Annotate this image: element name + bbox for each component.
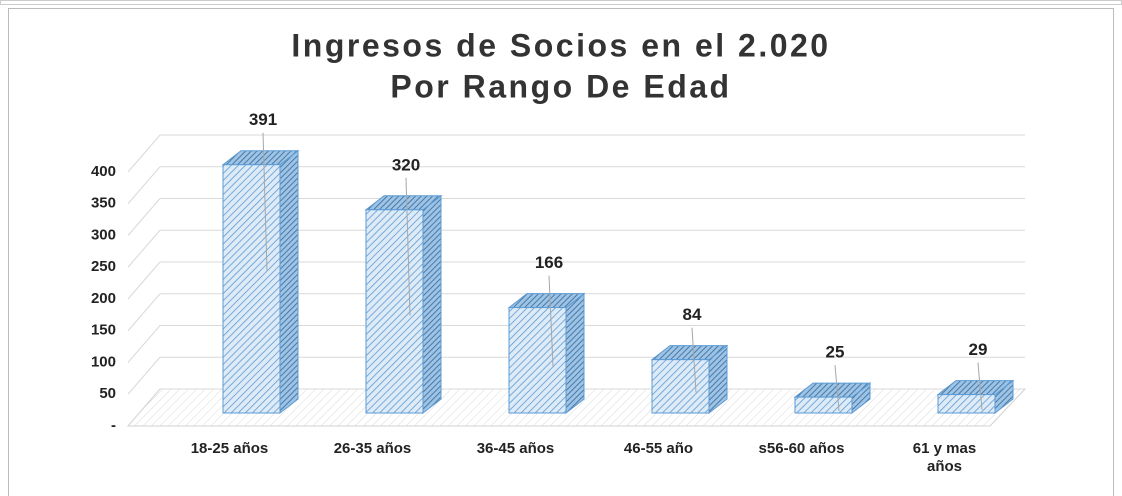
bar — [937, 394, 996, 414]
x-label-box: 36-45 años — [476, 440, 555, 457]
x-tick-label: 18-25 años — [190, 440, 269, 457]
chart-title: Ingresos de Socios en el 2.020 — [291, 27, 830, 63]
x-label-box: 46-55 año — [623, 440, 694, 457]
x-tick-label: 61 y mas años — [912, 440, 977, 475]
side-grid-line — [127, 166, 161, 205]
leader-line — [405, 177, 411, 316]
y-tick-label: 250 — [91, 258, 116, 275]
y-tick-label: 200 — [91, 290, 116, 307]
data-label: 320 — [392, 155, 420, 174]
x-tick-label: 36-45 años — [476, 440, 555, 457]
x-label-box: 18-25 años — [190, 440, 269, 457]
side-grid-line — [127, 229, 161, 268]
y-tick-label: - — [111, 417, 116, 434]
chart-subtitle: Por Rango De Edad — [390, 68, 731, 104]
y-tick-label: 150 — [91, 322, 116, 339]
side-grid-line — [127, 261, 161, 300]
bar — [508, 307, 567, 414]
bar-side — [565, 292, 585, 415]
leader-line — [834, 365, 840, 412]
x-tick-label: s56-60 años — [758, 440, 845, 457]
side-grid-line — [127, 325, 161, 363]
bar-side — [422, 194, 442, 415]
data-label: 25 — [826, 343, 845, 362]
leader-line — [691, 327, 697, 393]
x-label-box: 61 y mas años — [912, 440, 977, 475]
y-tick-label: 350 — [91, 195, 116, 212]
leader-line — [548, 275, 554, 367]
leader-line — [977, 362, 983, 410]
y-tick-label: 100 — [91, 353, 116, 370]
y-tick-label: 300 — [91, 226, 116, 243]
bar — [794, 396, 853, 414]
leader-line — [262, 132, 268, 271]
side-grid-line — [127, 134, 161, 173]
x-tick-label: 26-35 años — [333, 440, 412, 457]
y-tick-label: 400 — [91, 163, 116, 180]
y-tick-label: 50 — [99, 385, 116, 402]
side-grid-line — [127, 356, 161, 395]
bar — [651, 359, 710, 414]
bar — [365, 209, 424, 414]
data-label: 84 — [683, 305, 702, 324]
data-label: 166 — [535, 253, 563, 272]
data-label: 29 — [969, 340, 988, 359]
x-label-box: 26-35 años — [333, 440, 412, 457]
side-grid-line — [127, 293, 161, 332]
side-grid-line — [127, 388, 161, 427]
x-tick-label: 46-55 año — [623, 440, 694, 457]
bar — [222, 164, 281, 414]
side-grid-line — [127, 198, 161, 236]
bar-side — [279, 149, 299, 415]
x-label-box: s56-60 años — [758, 440, 845, 457]
data-label: 391 — [249, 110, 277, 129]
top-border — [0, 0, 1122, 5]
